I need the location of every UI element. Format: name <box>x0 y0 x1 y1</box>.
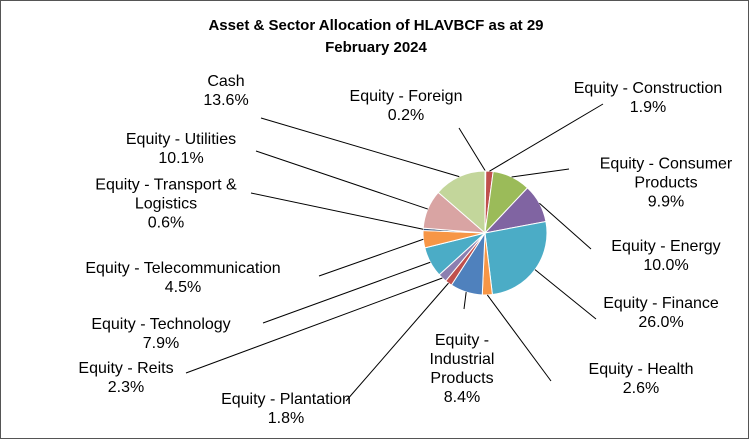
pie-slice <box>437 170 486 235</box>
value-label: 10.1% <box>158 150 204 167</box>
category-label: Equity - Finance <box>603 295 719 312</box>
value-label: 13.6% <box>203 92 249 109</box>
leader-line <box>318 238 424 277</box>
leader-line <box>463 292 467 310</box>
category-label: Equity - Consumer Products <box>599 155 733 192</box>
leader-line <box>345 282 449 402</box>
slice-label: Equity - Reits 2.3% <box>66 359 186 397</box>
category-label: Equity - Foreign <box>349 88 463 105</box>
category-label: Equity - Technology <box>91 316 231 333</box>
leader-line <box>185 277 443 374</box>
value-label: 10.0% <box>643 257 689 274</box>
value-label: 0.2% <box>387 107 425 124</box>
value-label: 26.0% <box>638 314 684 331</box>
slice-label: Equity - Energy 10.0% <box>586 237 746 275</box>
category-label: Cash <box>207 73 245 90</box>
leader-line <box>539 202 592 250</box>
slice-label: Equity - Telecommunication 4.5% <box>38 259 328 297</box>
chart-title: Asset & Sector Allocation of HLAVBCF as … <box>208 17 544 56</box>
value-label: 1.8% <box>267 410 305 427</box>
value-label: 1.9% <box>629 99 667 116</box>
slice-label: Equity - Utilities 10.1% <box>91 130 271 168</box>
slice-label: Equity - Construction 1.9% <box>548 79 748 117</box>
value-label: 2.6% <box>622 380 660 397</box>
value-label: 2.3% <box>107 379 145 396</box>
category-label: Equity - Telecommunication <box>85 260 281 277</box>
slice-label: Equity - Health 2.6% <box>561 360 721 398</box>
value-label: 9.9% <box>647 193 685 211</box>
category-label: Equity - Health <box>588 361 694 378</box>
slice-label: Equity - Technology 7.9% <box>61 315 261 353</box>
slice-label: Equity - Industrial Products 8.4% <box>417 331 507 407</box>
value-label: 8.4% <box>443 389 481 406</box>
slice-label: Equity - Transport & Logistics 0.6% <box>86 176 246 233</box>
leader-line <box>486 294 552 382</box>
slice-label: Equity - Consumer Products 9.9% <box>586 155 746 212</box>
slice-label: Equity - Plantation 1.8% <box>206 390 366 428</box>
slice-label: Cash 13.6% <box>176 72 276 110</box>
category-label: Equity - Industrial Products <box>429 332 495 387</box>
slice-label: Equity - Foreign 0.2% <box>306 87 506 125</box>
value-label: 0.6% <box>147 214 185 232</box>
category-label: Equity - Utilities <box>125 131 237 148</box>
category-label: Equity - Plantation <box>221 391 351 408</box>
leader-line <box>511 168 570 178</box>
pie-slice <box>484 220 548 296</box>
leader-line <box>260 117 460 178</box>
leader-line <box>250 192 424 230</box>
leader-line <box>262 261 431 324</box>
category-label: Equity - Energy <box>611 238 721 255</box>
category-label: Equity - Reits <box>78 360 174 377</box>
leader-line <box>255 150 428 210</box>
slice-label: Equity - Finance 26.0% <box>581 294 741 332</box>
leader-line <box>489 103 604 172</box>
leader-line <box>458 127 486 172</box>
value-label: 4.5% <box>164 279 202 296</box>
value-label: 7.9% <box>142 335 180 352</box>
category-label: Equity - Construction <box>573 80 723 97</box>
leader-line <box>534 269 597 320</box>
category-label: Equity - Transport & Logistics <box>95 176 237 213</box>
